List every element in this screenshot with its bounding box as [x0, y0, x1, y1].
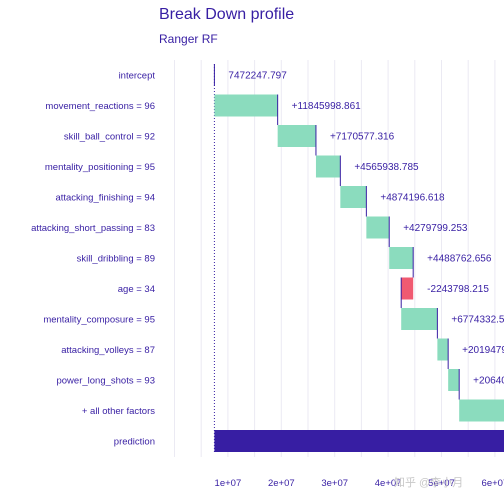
category-label: intercept — [119, 71, 156, 82]
contribution-bar — [437, 338, 449, 361]
x-tick-label: 3e+07 — [321, 478, 348, 489]
x-tick-label: 6e+07 — [482, 478, 504, 489]
category-label: + all other factors — [82, 406, 155, 417]
category-label: attacking_volleys = 87 — [61, 345, 155, 356]
x-tick-label: 4e+07 — [375, 478, 402, 489]
contribution-bar — [366, 216, 390, 239]
category-label: skill_dribbling = 89 — [77, 254, 155, 265]
category-label: movement_reactions = 96 — [45, 101, 155, 112]
contribution-bar — [315, 155, 341, 178]
contribution-bar — [340, 186, 367, 208]
x-axis: 1e+07 2e+07 3e+07 4e+07 5e+07 6e+07 — [215, 478, 504, 489]
value-label: +11845998.861 — [292, 101, 361, 112]
value-label: +6774332.562 — [451, 315, 504, 326]
contribution-bar — [401, 308, 438, 330]
value-label: -2243798.215 — [427, 284, 489, 295]
x-tick-label: 2e+07 — [268, 478, 295, 489]
value-label: +4565938.785 — [354, 162, 419, 173]
value-label: +7170577.316 — [330, 132, 395, 143]
category-label: skill_ball_control = 92 — [64, 132, 155, 143]
watermark: 知乎 @李小月 — [394, 477, 464, 489]
category-label: age = 34 — [118, 284, 155, 295]
value-label: +4488762.656 — [427, 254, 492, 265]
chart-title: Break Down profile — [159, 6, 295, 23]
category-label: attacking_short_passing = 83 — [31, 223, 155, 234]
value-label: 7472247.797 — [228, 71, 287, 82]
value-label: +2064092.296 — [473, 376, 504, 387]
value-label: +4279799.253 — [403, 223, 468, 234]
contribution-bar — [389, 247, 414, 269]
contribution-bar — [448, 369, 460, 391]
bar-layer — [213, 64, 504, 452]
grid-layer — [174, 60, 496, 457]
prediction-bar — [214, 430, 504, 452]
contribution-bar — [401, 277, 414, 300]
x-tick-label: 5e+07 — [428, 478, 455, 489]
category-label: attacking_finishing = 94 — [55, 193, 155, 204]
category-label: mentality_positioning = 95 — [45, 162, 155, 173]
value-label: +2019479.733 — [462, 345, 504, 356]
label-layer: intercept 7472247.797 movement_reactions =… — [31, 71, 504, 448]
contribution-bar — [277, 125, 316, 147]
contribution-bar — [214, 94, 278, 117]
x-tick-label: 1e+07 — [215, 478, 242, 489]
category-label: mentality_composure = 95 — [43, 315, 155, 326]
value-label: +4874196.618 — [380, 193, 445, 204]
category-label: power_long_shots = 93 — [56, 376, 155, 387]
category-label: prediction — [114, 437, 155, 448]
contribution-bar — [459, 399, 504, 422]
chart-subtitle: Ranger RF — [159, 32, 218, 46]
